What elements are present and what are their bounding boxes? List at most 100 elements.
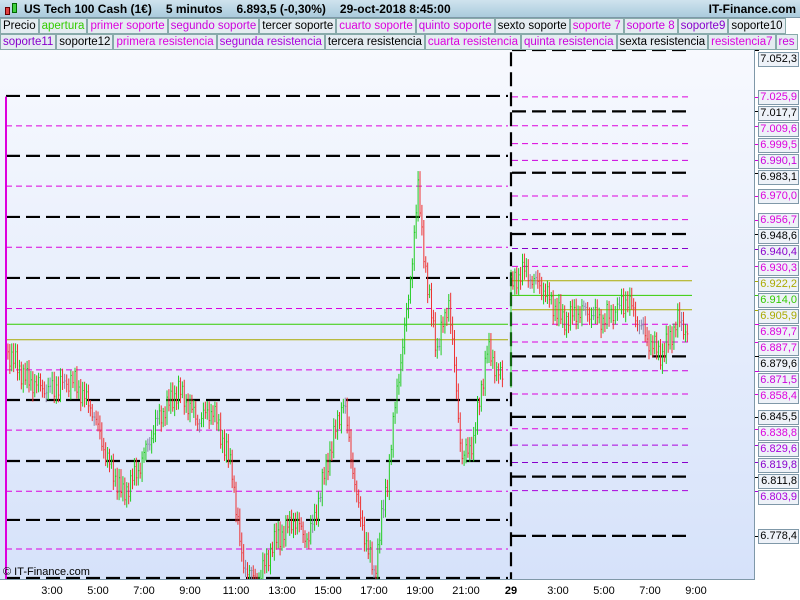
instrument-name: US Tech 100 Cash (1€) (24, 1, 152, 16)
price-label: 7.052,3 (758, 52, 799, 67)
time-label: 15:00 (314, 585, 342, 597)
legend-item[interactable]: soporte9 (677, 18, 729, 34)
price-label: 6.819,8 (758, 457, 799, 473)
price-label: 6.887,7 (758, 340, 799, 356)
legend-item[interactable]: soporte 8 (623, 18, 678, 34)
price-tick (755, 462, 759, 464)
price-label: 6.922,2 (758, 276, 799, 292)
chart-plot-area[interactable] (0, 50, 755, 580)
price-label: 6.845,5 (758, 409, 799, 425)
price-label: 6.983,1 (758, 169, 799, 185)
legend-item[interactable]: resistencia7 (708, 34, 776, 50)
price-tick (755, 309, 759, 311)
legend-item[interactable]: res (775, 34, 798, 50)
legend-item[interactable]: cuarta resistencia (424, 34, 521, 50)
site-name: IT-Finance.com (708, 1, 796, 16)
price-label: 6.999,5 (758, 137, 799, 153)
datetime: 29-oct-2018 8:45:00 (339, 1, 451, 16)
legend-item[interactable]: tercer soporte (259, 18, 337, 34)
legend-item[interactable]: soporte12 (56, 34, 114, 50)
legend-row-1: Precio apertura primer soporte segundo sopo… (0, 18, 786, 34)
price-tick (755, 50, 759, 51)
legend-row-2: soporte11 soporte12 primera resistencia seg… (0, 34, 798, 50)
title-bar: US Tech 100 Cash (1€) 5 minutos 6.893,5 … (0, 0, 800, 18)
time-label: 3:00 (547, 585, 569, 597)
legend-item[interactable]: quinta resistencia (521, 34, 617, 50)
price-label: 7.009,6 (758, 121, 799, 137)
price-tick (755, 341, 759, 343)
price-tick (755, 416, 759, 418)
time-label: 11:00 (222, 585, 250, 597)
price-chart (5, 50, 692, 579)
time-axis: 3:00 5:00 7:00 9:00 11:00 13:00 15:00 17:00 19:0… (0, 580, 800, 600)
price-tick (755, 370, 759, 372)
price-label: 6.990,1 (758, 153, 799, 169)
price-label: 7.017,7 (758, 105, 799, 121)
legend-item[interactable]: primer soporte (87, 18, 168, 34)
price-label: 6.970,0 (758, 188, 799, 204)
legend-item[interactable]: soporte 7 (569, 18, 624, 34)
price-tick (755, 535, 759, 537)
price-tick (755, 125, 759, 127)
price-label: 7.025,9 (758, 89, 799, 105)
price-tick (755, 160, 759, 162)
price-tick (755, 476, 759, 478)
price-tick (755, 428, 759, 430)
price-label: 6.858,4 (758, 388, 799, 404)
time-label: 5:00 (87, 585, 109, 597)
price-label: 6.897,7 (758, 324, 799, 340)
price-label: 6.956,7 (758, 212, 799, 228)
legend-item[interactable]: Precio (0, 18, 39, 34)
legend-item[interactable]: cuarto soporte (336, 18, 416, 34)
legend-item[interactable]: segunda resistencia (216, 34, 325, 50)
price-label: 6.871,5 (758, 372, 799, 388)
time-label: 21:00 (452, 585, 480, 597)
price-tick (755, 172, 759, 174)
price-tick (755, 233, 759, 235)
price-label: 6.829,6 (758, 441, 799, 457)
price-tick (755, 445, 759, 447)
time-label: 19:00 (406, 585, 434, 597)
candlestick-logo-icon (2, 1, 24, 17)
legend-item[interactable]: sexto soporte (494, 18, 570, 34)
legend-item[interactable]: apertura (38, 18, 88, 34)
price-tick (755, 96, 759, 98)
time-label: 9:00 (179, 585, 201, 597)
price-label: 6.914,0 (758, 292, 799, 308)
time-label: 5:00 (593, 585, 615, 597)
price-label: 6.811,8 (758, 473, 799, 489)
price-tick (755, 324, 759, 326)
time-label: 7:00 (133, 585, 155, 597)
price-label: 6.778,4 (758, 528, 799, 544)
time-label: 17:00 (360, 585, 388, 597)
time-label: 3:00 (41, 585, 63, 597)
price-label: 6.930,3 (758, 260, 799, 276)
price-tick (755, 248, 759, 250)
legend-item[interactable]: soporte11 (0, 34, 57, 50)
price-tick (755, 219, 759, 221)
price-tick (755, 393, 759, 395)
price-label: 6.948,6 (758, 228, 799, 244)
price-tick (755, 295, 759, 297)
time-label: 7:00 (639, 585, 661, 597)
time-label: 13:00 (268, 585, 296, 597)
price-tick (755, 195, 759, 197)
price-tick (755, 490, 759, 492)
legend-item[interactable]: primera resistencia (113, 34, 217, 50)
legend-item[interactable]: quinto soporte (415, 18, 495, 34)
price-tick (755, 356, 759, 358)
price-tick (755, 280, 759, 282)
timeframe: 5 minutos (165, 1, 223, 16)
legend-item[interactable]: tercera resistencia (324, 34, 425, 50)
price-tick (755, 266, 759, 268)
price-label: 6.803,9 (758, 489, 799, 505)
legend-item[interactable]: segundo soporte (167, 18, 260, 34)
copyright: © IT-Finance.com (3, 566, 90, 578)
price-label: 6.879,6 (758, 356, 799, 372)
price-label: 6.940,4 (758, 244, 799, 260)
price-label: 6.838,8 (758, 425, 799, 441)
price-label: 6.905,9 (758, 308, 799, 324)
legend-item[interactable]: sexta resistencia (616, 34, 709, 50)
legend-item[interactable]: soporte10 (728, 18, 786, 34)
price-tick (755, 143, 759, 145)
